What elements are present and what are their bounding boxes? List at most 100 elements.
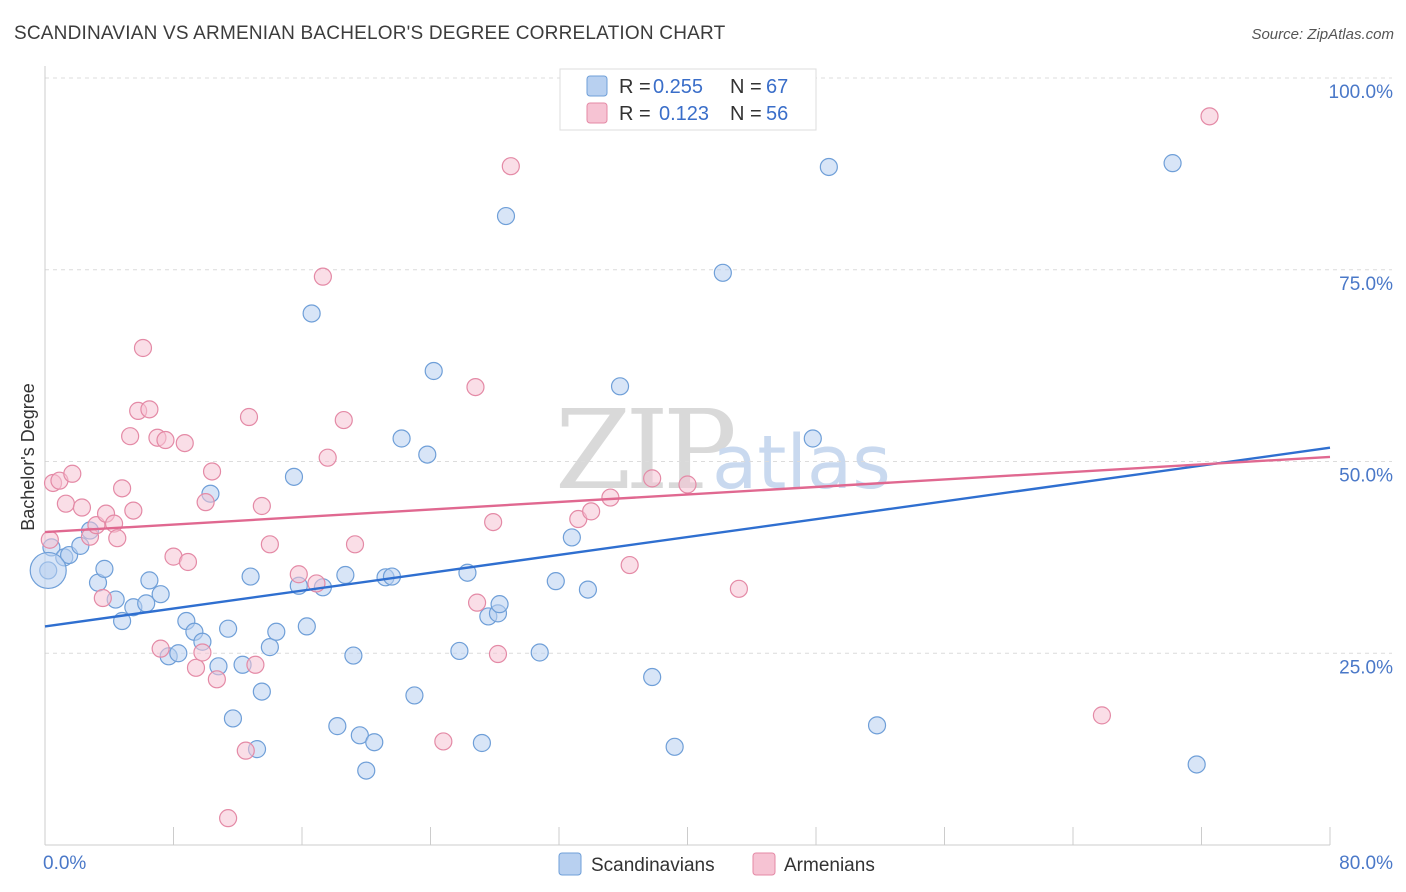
armenian-point-44 (484, 512, 503, 532)
scandinavian-point-44 (418, 445, 437, 464)
legend-r-label-2: R = (619, 103, 651, 125)
armenian-trend-line (44, 455, 1331, 534)
scandinavian-point-59 (665, 737, 684, 756)
scandinavian-point-65 (1187, 755, 1206, 774)
scandinavian-point-11 (137, 594, 156, 613)
armenian-point-27 (202, 462, 222, 481)
armenian-point-51 (643, 469, 662, 488)
armenian-point-43 (467, 593, 487, 612)
series-label-scandinavians: Scandinavians (591, 855, 715, 876)
legend-n-label-1: N = (730, 76, 762, 98)
armenian-point-13 (121, 427, 140, 446)
legend-n-label-2: N = (730, 103, 762, 125)
armenian-point-5 (72, 498, 92, 517)
scandinavian-point-51 (490, 595, 509, 614)
scandinavian-point-61 (803, 429, 822, 448)
armenian-point-37 (313, 267, 332, 286)
gridlines (45, 77, 1392, 654)
scandinavian-point-31 (297, 617, 316, 636)
scandinavian-point-60 (713, 263, 732, 282)
scandinavian-point-58 (643, 667, 662, 687)
armenian-point-28 (207, 670, 226, 689)
armenian-point-31 (239, 407, 259, 427)
armenian-point-54 (1092, 706, 1112, 725)
scandinavian-point-53 (530, 643, 549, 662)
scandinavian-point-55 (562, 528, 581, 547)
armenian-point-25 (193, 643, 212, 662)
armenian-point-35 (289, 565, 308, 584)
axes (44, 66, 1331, 846)
scandinavian-point-57 (610, 377, 630, 396)
x-tick-label-1: 80.0% (1339, 853, 1393, 874)
series-swatch-armenians (752, 852, 776, 876)
armenian-point-14 (124, 501, 143, 520)
scandinavian-point-large (29, 551, 67, 590)
scandinavian-point-63 (867, 716, 887, 735)
armenian-point-4 (63, 464, 82, 483)
legend-n-value-1: 67 (766, 76, 788, 98)
armenian-point-41 (434, 732, 453, 751)
armenian-point-45 (488, 644, 508, 664)
armenian-point-34 (260, 535, 279, 554)
series-swatch-scandinavians (558, 852, 582, 876)
armenian-point-55 (1200, 107, 1219, 126)
armenian-point-29 (219, 809, 238, 828)
armenian-point-11 (108, 529, 127, 548)
scandinavian-point-52 (496, 206, 516, 226)
chart-source: Source: ZipAtlas.com (1251, 26, 1394, 43)
scandinavian-point-34 (328, 717, 347, 736)
scandinavian-point-12 (140, 571, 159, 590)
scandinavian-point-24 (241, 567, 260, 586)
armenian-point-48 (582, 502, 601, 521)
scandinavian-point-26 (252, 682, 271, 701)
watermark-atlas: atlas (712, 420, 891, 506)
armenian-point-17 (140, 400, 159, 419)
armenian-point-46 (501, 157, 520, 176)
armenian-point-20 (156, 430, 175, 450)
x-tick-labels: 0.0% 80.0% (43, 853, 1393, 874)
armenian-point-23 (178, 552, 198, 572)
y-tick-label-3: 25.0% (1339, 657, 1393, 678)
series-legend: Scandinavians Armenians (558, 852, 875, 876)
armenian-point-30 (236, 741, 255, 760)
armenian-point-19 (151, 639, 170, 658)
armenian-point-22 (175, 433, 194, 453)
scandinavian-point-56 (578, 580, 598, 599)
scandinavian-point-54 (546, 572, 565, 591)
y-tick-label-0: 100.0% (1329, 82, 1394, 103)
armenian-point-26 (196, 493, 215, 512)
armenian-point-3 (56, 494, 75, 513)
scandinavian-point-28 (267, 622, 286, 641)
scandinavian-point-48 (472, 733, 491, 753)
watermark: ZIP atlas (555, 386, 891, 514)
scandinavian-point-37 (350, 726, 369, 745)
data-points (29, 107, 1219, 828)
y-tick-labels: 100.0% 75.0% 50.0% 25.0% (1329, 82, 1394, 678)
scandinavian-point-62 (819, 157, 838, 177)
legend-swatch-scandinavians (586, 75, 608, 97)
x-tick-label-0: 0.0% (43, 853, 86, 874)
scandinavian-point-64 (1163, 154, 1182, 173)
chart-title: SCANDINAVIAN VS ARMENIAN BACHELOR'S DEGR… (14, 23, 726, 44)
scandinavian-point-42 (392, 429, 411, 448)
scandinavian-point-29 (284, 467, 304, 486)
scandinavian-point-36 (344, 646, 363, 665)
armenian-point-40 (345, 535, 365, 554)
scandinavian-point-43 (405, 686, 424, 705)
scandinavian-point-46 (450, 641, 469, 661)
legend-r-label-1: R = (619, 76, 651, 98)
y-axis-label: Bachelor's Degree (18, 383, 38, 531)
legend-n-value-2: 56 (766, 103, 788, 125)
armenian-point-16 (133, 338, 153, 358)
scandinavian-point-7 (95, 559, 114, 578)
armenian-point-24 (186, 658, 206, 677)
armenian-point-52 (678, 475, 697, 494)
watermark-zip: ZIP (555, 386, 734, 514)
scandinavian-point-32 (302, 304, 321, 323)
scandinavian-point-13 (151, 585, 170, 604)
armenian-point-39 (334, 410, 353, 430)
series-label-armenians: Armenians (784, 855, 875, 876)
scandinavian-point-21 (219, 619, 238, 638)
armenian-point-33 (252, 496, 271, 516)
